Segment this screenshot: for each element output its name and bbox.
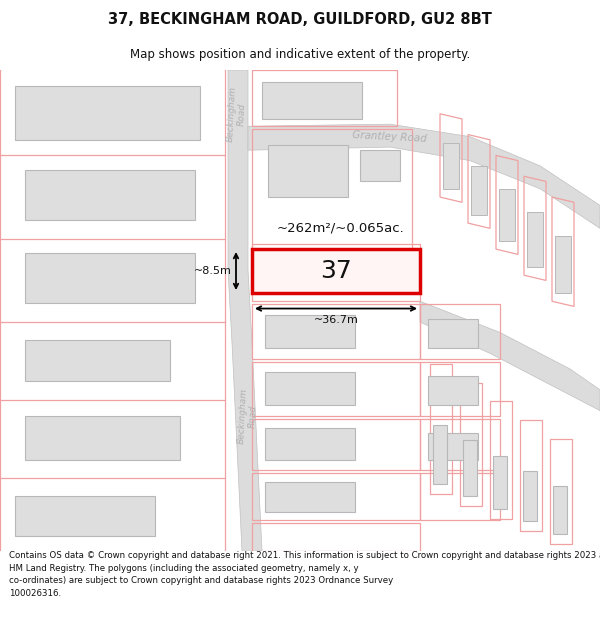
Bar — [262, 82, 362, 119]
Bar — [471, 166, 487, 215]
Bar — [265, 315, 355, 348]
Text: Map shows position and indicative extent of the property.: Map shows position and indicative extent… — [130, 48, 470, 61]
Bar — [25, 170, 195, 220]
Bar — [527, 213, 543, 267]
Bar — [360, 150, 400, 181]
Bar — [252, 419, 420, 470]
Bar — [252, 362, 420, 416]
Bar — [428, 376, 478, 406]
Bar — [433, 425, 447, 484]
Polygon shape — [420, 301, 600, 411]
Polygon shape — [228, 70, 262, 551]
Bar — [420, 419, 500, 470]
Bar — [252, 304, 420, 359]
Text: Beckingham
Road: Beckingham Road — [226, 86, 248, 142]
Bar — [428, 319, 478, 348]
Bar — [252, 244, 420, 301]
Bar — [553, 486, 567, 534]
Bar — [555, 236, 571, 293]
Bar — [420, 362, 500, 416]
Bar — [25, 416, 180, 459]
Bar — [15, 86, 200, 140]
Bar — [25, 340, 170, 381]
Bar — [523, 471, 537, 521]
Bar — [252, 129, 412, 249]
Bar — [252, 249, 420, 293]
Bar — [252, 473, 420, 520]
Bar — [499, 189, 515, 241]
Text: Beckingham
Road: Beckingham Road — [237, 388, 259, 444]
Bar — [15, 496, 155, 536]
Text: Grantley Road: Grantley Road — [352, 130, 428, 144]
Bar — [443, 143, 459, 189]
Text: 37, BECKINGHAM ROAD, GUILDFORD, GU2 8BT: 37, BECKINGHAM ROAD, GUILDFORD, GU2 8BT — [108, 12, 492, 27]
Text: ~262m²/~0.065ac.: ~262m²/~0.065ac. — [276, 222, 404, 235]
Bar — [493, 456, 507, 509]
Polygon shape — [248, 124, 600, 228]
Bar — [265, 428, 355, 459]
Text: Contains OS data © Crown copyright and database right 2021. This information is : Contains OS data © Crown copyright and d… — [9, 551, 600, 598]
Text: ~36.7m: ~36.7m — [314, 315, 358, 325]
Bar — [420, 304, 500, 359]
Bar — [265, 372, 355, 406]
Bar — [265, 482, 355, 512]
Bar — [252, 523, 420, 551]
Bar — [463, 440, 477, 496]
Bar — [420, 473, 500, 520]
Bar — [268, 145, 348, 197]
Bar — [25, 253, 195, 303]
Bar — [252, 70, 397, 126]
Bar — [428, 432, 478, 459]
Text: 37: 37 — [320, 259, 352, 283]
Text: ~8.5m: ~8.5m — [194, 266, 232, 276]
